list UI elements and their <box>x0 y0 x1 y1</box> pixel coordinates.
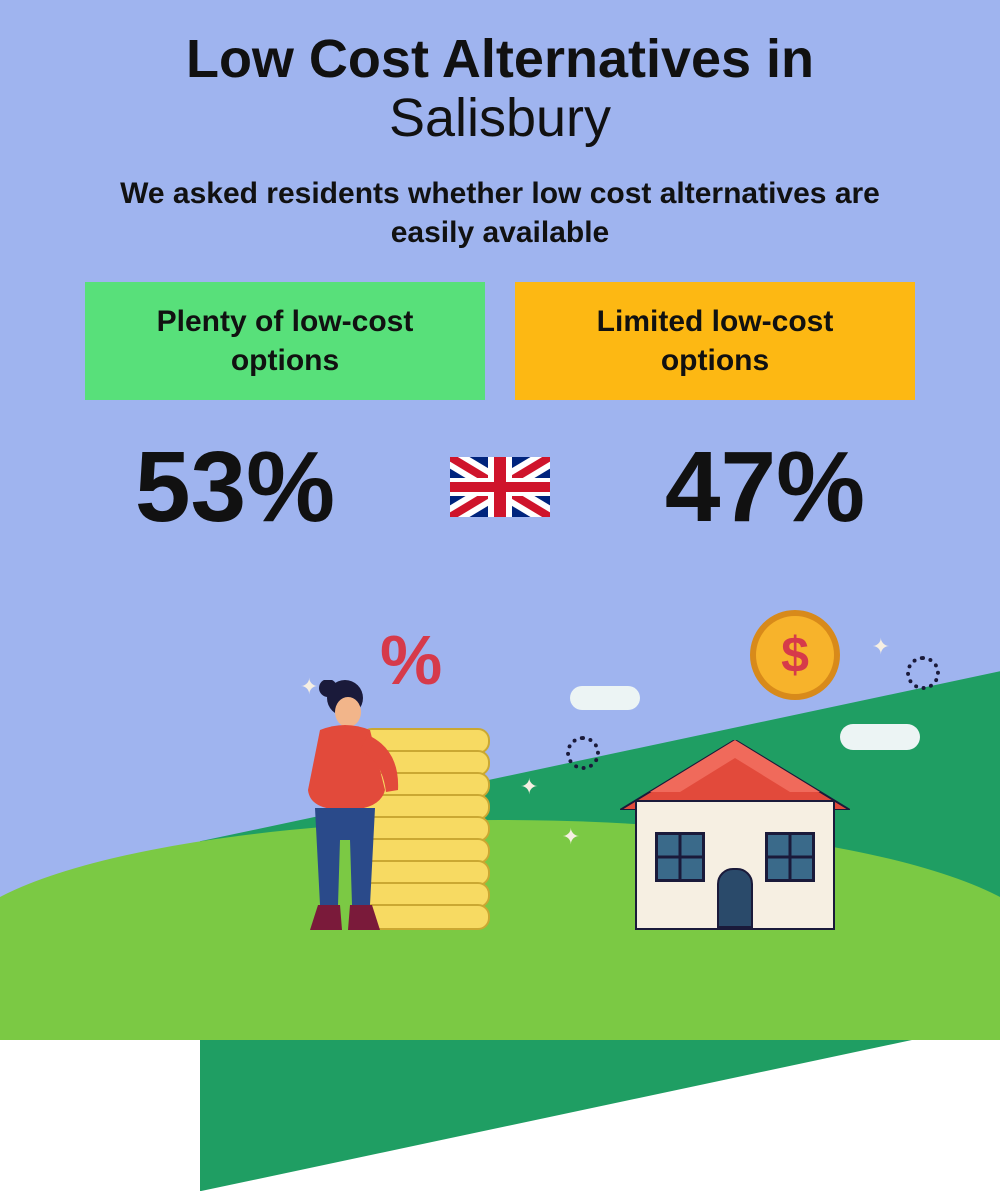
house-door <box>717 868 753 928</box>
options-row: Plenty of low-cost options Limited low-c… <box>0 282 1000 400</box>
dollar-coin-icon: $ <box>750 610 840 700</box>
person-icon <box>290 680 400 940</box>
cloud-icon <box>840 724 920 750</box>
title-line1: Low Cost Alternatives in <box>0 30 1000 89</box>
option-plenty: Plenty of low-cost options <box>85 282 485 400</box>
uk-flag-icon <box>450 457 550 517</box>
sparkle-icon: ✦ <box>520 774 538 800</box>
cloud-icon <box>570 686 640 710</box>
percent-right: 47% <box>590 430 940 545</box>
hill-front <box>0 820 1000 1040</box>
title-block: Low Cost Alternatives in Salisbury <box>0 0 1000 149</box>
dollar-symbol: $ <box>781 626 809 684</box>
house-window <box>655 832 705 882</box>
dotted-circle-icon <box>906 656 940 690</box>
option-limited: Limited low-cost options <box>515 282 915 400</box>
dotted-circle-icon <box>566 736 600 770</box>
title-line2: Salisbury <box>0 89 1000 148</box>
house-body <box>635 800 835 930</box>
subheading: We asked residents whether low cost alte… <box>100 174 900 252</box>
infographic-canvas: Low Cost Alternatives in Salisbury We as… <box>0 0 1000 1000</box>
sparkle-icon: ✦ <box>562 824 580 850</box>
house-icon <box>620 740 850 930</box>
percent-row: 53% 47% <box>0 430 1000 545</box>
illustration: ✦ ✦ ✦ ✦ $ % <box>0 600 1000 1000</box>
percent-left: 53% <box>60 430 410 545</box>
sparkle-icon: ✦ <box>872 634 890 660</box>
house-window <box>765 832 815 882</box>
